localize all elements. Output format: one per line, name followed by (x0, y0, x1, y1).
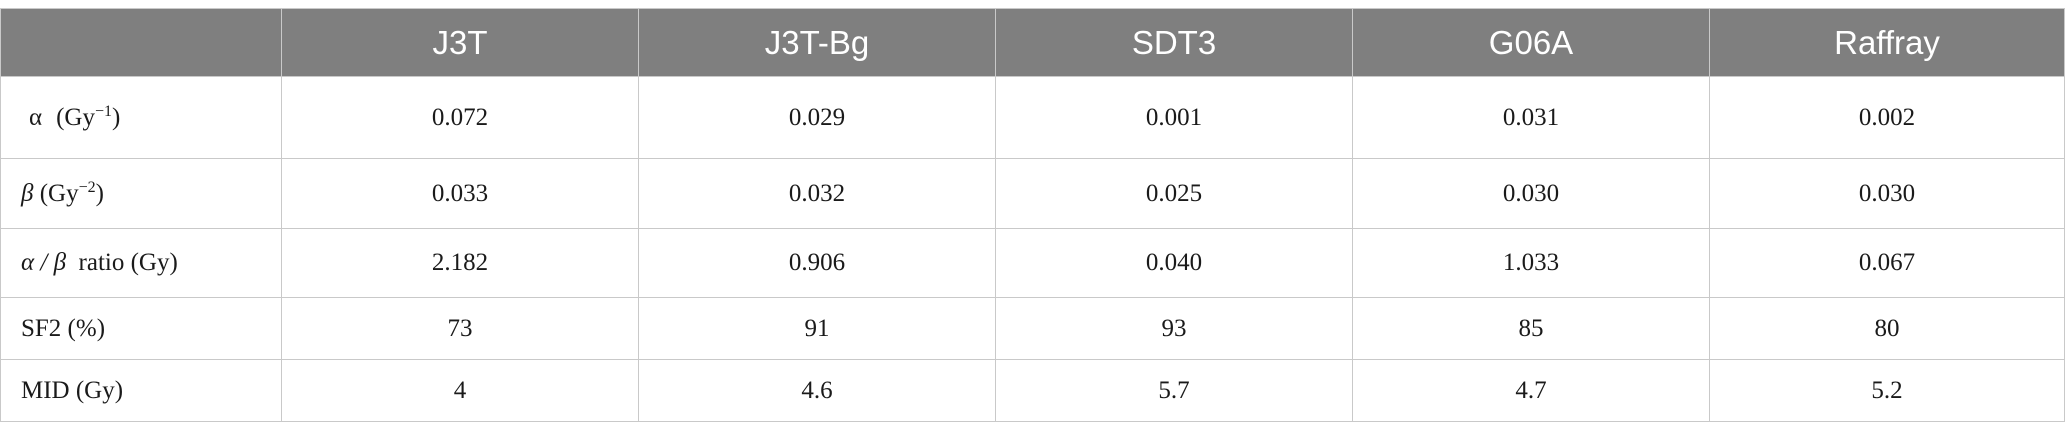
table-cell: 0.040 (995, 228, 1353, 298)
table-row-mid: MID (Gy) 4 4.6 5.7 4.7 5.2 (0, 359, 2065, 422)
alpha-unit: (Gy−1) (56, 103, 121, 131)
table-cell: 0.029 (638, 76, 996, 159)
header-j3t: J3T (281, 8, 639, 77)
row-label-beta: β (Gy−2) (0, 158, 282, 229)
header-row: J3T J3T-Bg SDT3 G06A Raffray (0, 8, 2065, 77)
row-label-ratio: α / β ratio (Gy) (0, 228, 282, 298)
header-raffray: Raffray (1709, 8, 2065, 77)
table-cell: 0.030 (1352, 158, 1710, 229)
table-cell: 4 (281, 359, 639, 422)
beta-unit: (Gy−2) (39, 179, 104, 207)
header-corner-cell (0, 8, 282, 77)
alpha-symbol: α (29, 104, 43, 131)
table-cell: 80 (1709, 297, 2065, 360)
table-cell: 5.7 (995, 359, 1353, 422)
table-cell: 1.033 (1352, 228, 1710, 298)
table-cell: 0.072 (281, 76, 639, 159)
table-cell: 0.067 (1709, 228, 2065, 298)
row-label-sf2: SF2 (%) (0, 297, 282, 360)
table-cell: 0.030 (1709, 158, 2065, 229)
table-cell: 4.6 (638, 359, 996, 422)
parameters-table: J3T J3T-Bg SDT3 G06A Raffray α (Gy−1) 0.0… (0, 8, 2065, 422)
table-cell: 0.032 (638, 158, 996, 229)
alpha-beta-symbol: α / β (21, 249, 67, 276)
header-j3t-bg: J3T-Bg (638, 8, 996, 77)
table-row-sf2: SF2 (%) 73 91 93 85 80 (0, 297, 2065, 360)
table-cell: 91 (638, 297, 996, 360)
table-cell: 85 (1352, 297, 1710, 360)
table-cell: 0.031 (1352, 76, 1710, 159)
table-cell: 5.2 (1709, 359, 2065, 422)
table-cell: 0.025 (995, 158, 1353, 229)
header-g06a: G06A (1352, 8, 1710, 77)
table-cell: 0.002 (1709, 76, 2065, 159)
table-cell: 73 (281, 297, 639, 360)
table-cell: 4.7 (1352, 359, 1710, 422)
row-label-mid: MID (Gy) (0, 359, 282, 422)
table-cell: 2.182 (281, 228, 639, 298)
row-label-alpha: α (Gy−1) (0, 76, 282, 159)
table-cell: 0.033 (281, 158, 639, 229)
ratio-label: ratio (Gy) (78, 249, 178, 276)
header-sdt3: SDT3 (995, 8, 1353, 77)
table-row-alpha-beta-ratio: α / β ratio (Gy) 2.182 0.906 0.040 1.033… (0, 228, 2065, 298)
table-row-beta: β (Gy−2) 0.033 0.032 0.025 0.030 0.030 (0, 158, 2065, 229)
table-cell: 93 (995, 297, 1353, 360)
table-cell: 0.906 (638, 228, 996, 298)
table-cell: 0.001 (995, 76, 1353, 159)
beta-symbol: β (21, 180, 34, 207)
table-row-alpha: α (Gy−1) 0.072 0.029 0.001 0.031 0.002 (0, 76, 2065, 159)
